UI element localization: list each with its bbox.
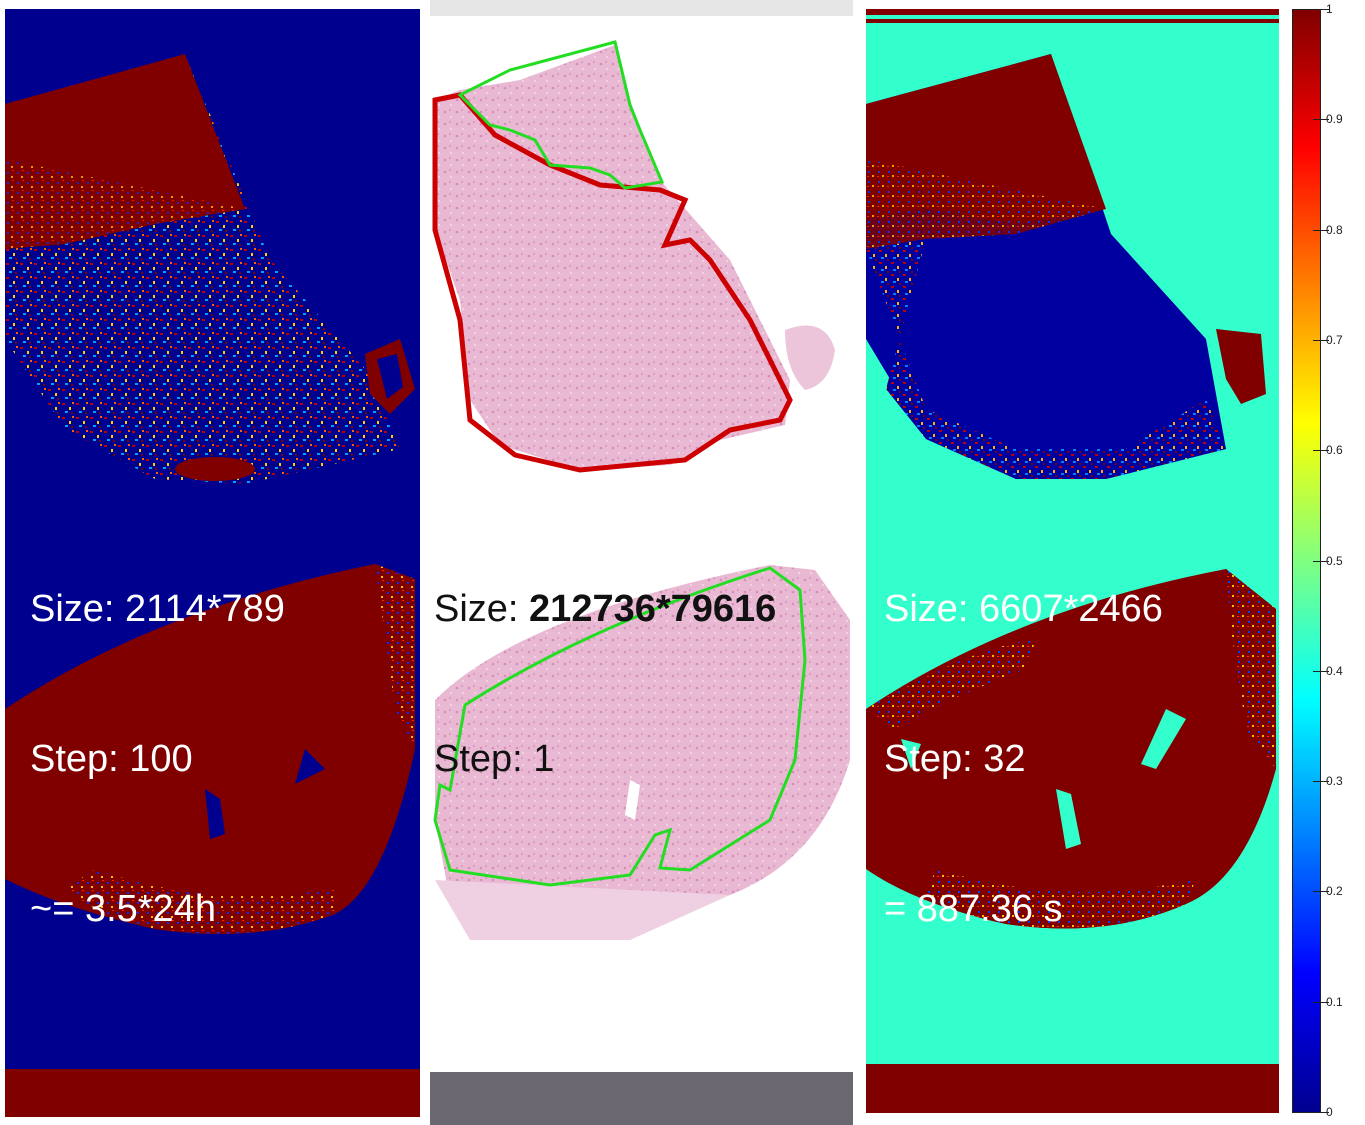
left-caption: Size: 2114*789 Step: 100 ~= 3.5*24h (30, 484, 285, 1034)
middle-slide-image (430, 0, 853, 1125)
colorbar-tick-label: 1 (1326, 2, 1333, 16)
colorbar-tick-label: 0.6 (1326, 443, 1343, 457)
colorbar-tick (1321, 891, 1329, 892)
colorbar-tick-label: 0.8 (1326, 223, 1343, 237)
colorbar-tick-inner (1313, 671, 1321, 672)
colorbar-tick-label: 0.3 (1326, 774, 1343, 788)
colorbar-tick (1321, 230, 1329, 231)
colorbar-tick (1321, 1002, 1329, 1003)
left-heatmap-image (5, 54, 420, 1117)
colorbar-tick-label: 0.1 (1326, 995, 1343, 1009)
middle-slide-panel: Size: 212736*79616 Step: 1 (430, 0, 853, 1125)
left-time-label: ~= 3.5*24h (30, 888, 216, 930)
colorbar-tick-inner (1313, 891, 1321, 892)
middle-top-tissue (435, 45, 790, 470)
right-heatmap-panel: Size: 6607*2466 Step: 32 = 887.36 s (866, 9, 1279, 1113)
middle-size-value: 212736*79616 (529, 588, 777, 630)
middle-size-line: Size: 212736*79616 (434, 584, 776, 634)
colorbar-tick-label: 0.5 (1326, 554, 1343, 568)
colorbar-tick (1321, 561, 1329, 562)
colorbar-tick-inner (1313, 1002, 1321, 1003)
colorbar-tick-label: 0.4 (1326, 664, 1343, 678)
colorbar-tick-label: 0.7 (1326, 333, 1343, 347)
colorbar-tick-inner (1313, 781, 1321, 782)
left-bottom-tissue (5, 564, 415, 934)
middle-bottom-tissue (435, 565, 850, 915)
colorbar-tick-label: 0.2 (1326, 884, 1343, 898)
colorbar-tick-inner (1313, 561, 1321, 562)
right-step-label: Step: 32 (884, 738, 1026, 780)
colorbar-tick-inner (1313, 9, 1321, 10)
middle-slide-label-strip (430, 1072, 853, 1125)
colorbar-tick (1321, 340, 1329, 341)
colorbar-tick (1321, 1112, 1329, 1113)
colorbar-tick-inner (1313, 230, 1321, 231)
colorbar-tick (1321, 9, 1329, 10)
left-size-label: Size: 2114*789 (30, 588, 285, 630)
middle-green-annotation-bottom (433, 566, 807, 887)
colorbar-tick-inner (1313, 340, 1321, 341)
colorbar-tick-label: 0 (1326, 1105, 1333, 1119)
right-small-fragment (1216, 329, 1266, 404)
colorbar-tick-inner (1313, 119, 1321, 120)
right-time-label: = 887.36 s (884, 888, 1063, 930)
right-caption: Size: 6607*2466 Step: 32 = 887.36 s (884, 484, 1163, 1034)
right-size-label: Size: 6607*2466 (884, 588, 1163, 630)
right-heatmap-image (866, 9, 1279, 1113)
middle-size-prefix: Size: (434, 588, 530, 630)
colorbar-tick-inner (1313, 450, 1321, 451)
left-heatmap-panel: Size: 2114*789 Step: 100 ~= 3.5*24h (5, 9, 420, 1117)
colorbar-tick (1321, 450, 1329, 451)
middle-caption: Size: 212736*79616 Step: 1 (434, 484, 776, 884)
colorbar-tick (1321, 781, 1329, 782)
colorbar-tick (1321, 119, 1329, 120)
left-step-label: Step: 100 (30, 738, 193, 780)
colorbar-tick-label: 0.9 (1326, 112, 1343, 126)
middle-step-label: Step: 1 (434, 738, 555, 780)
colorbar-tick-inner (1313, 1112, 1321, 1113)
colorbar-tick (1321, 671, 1329, 672)
middle-red-annotation (432, 92, 793, 473)
middle-green-annotation-top (457, 40, 665, 190)
